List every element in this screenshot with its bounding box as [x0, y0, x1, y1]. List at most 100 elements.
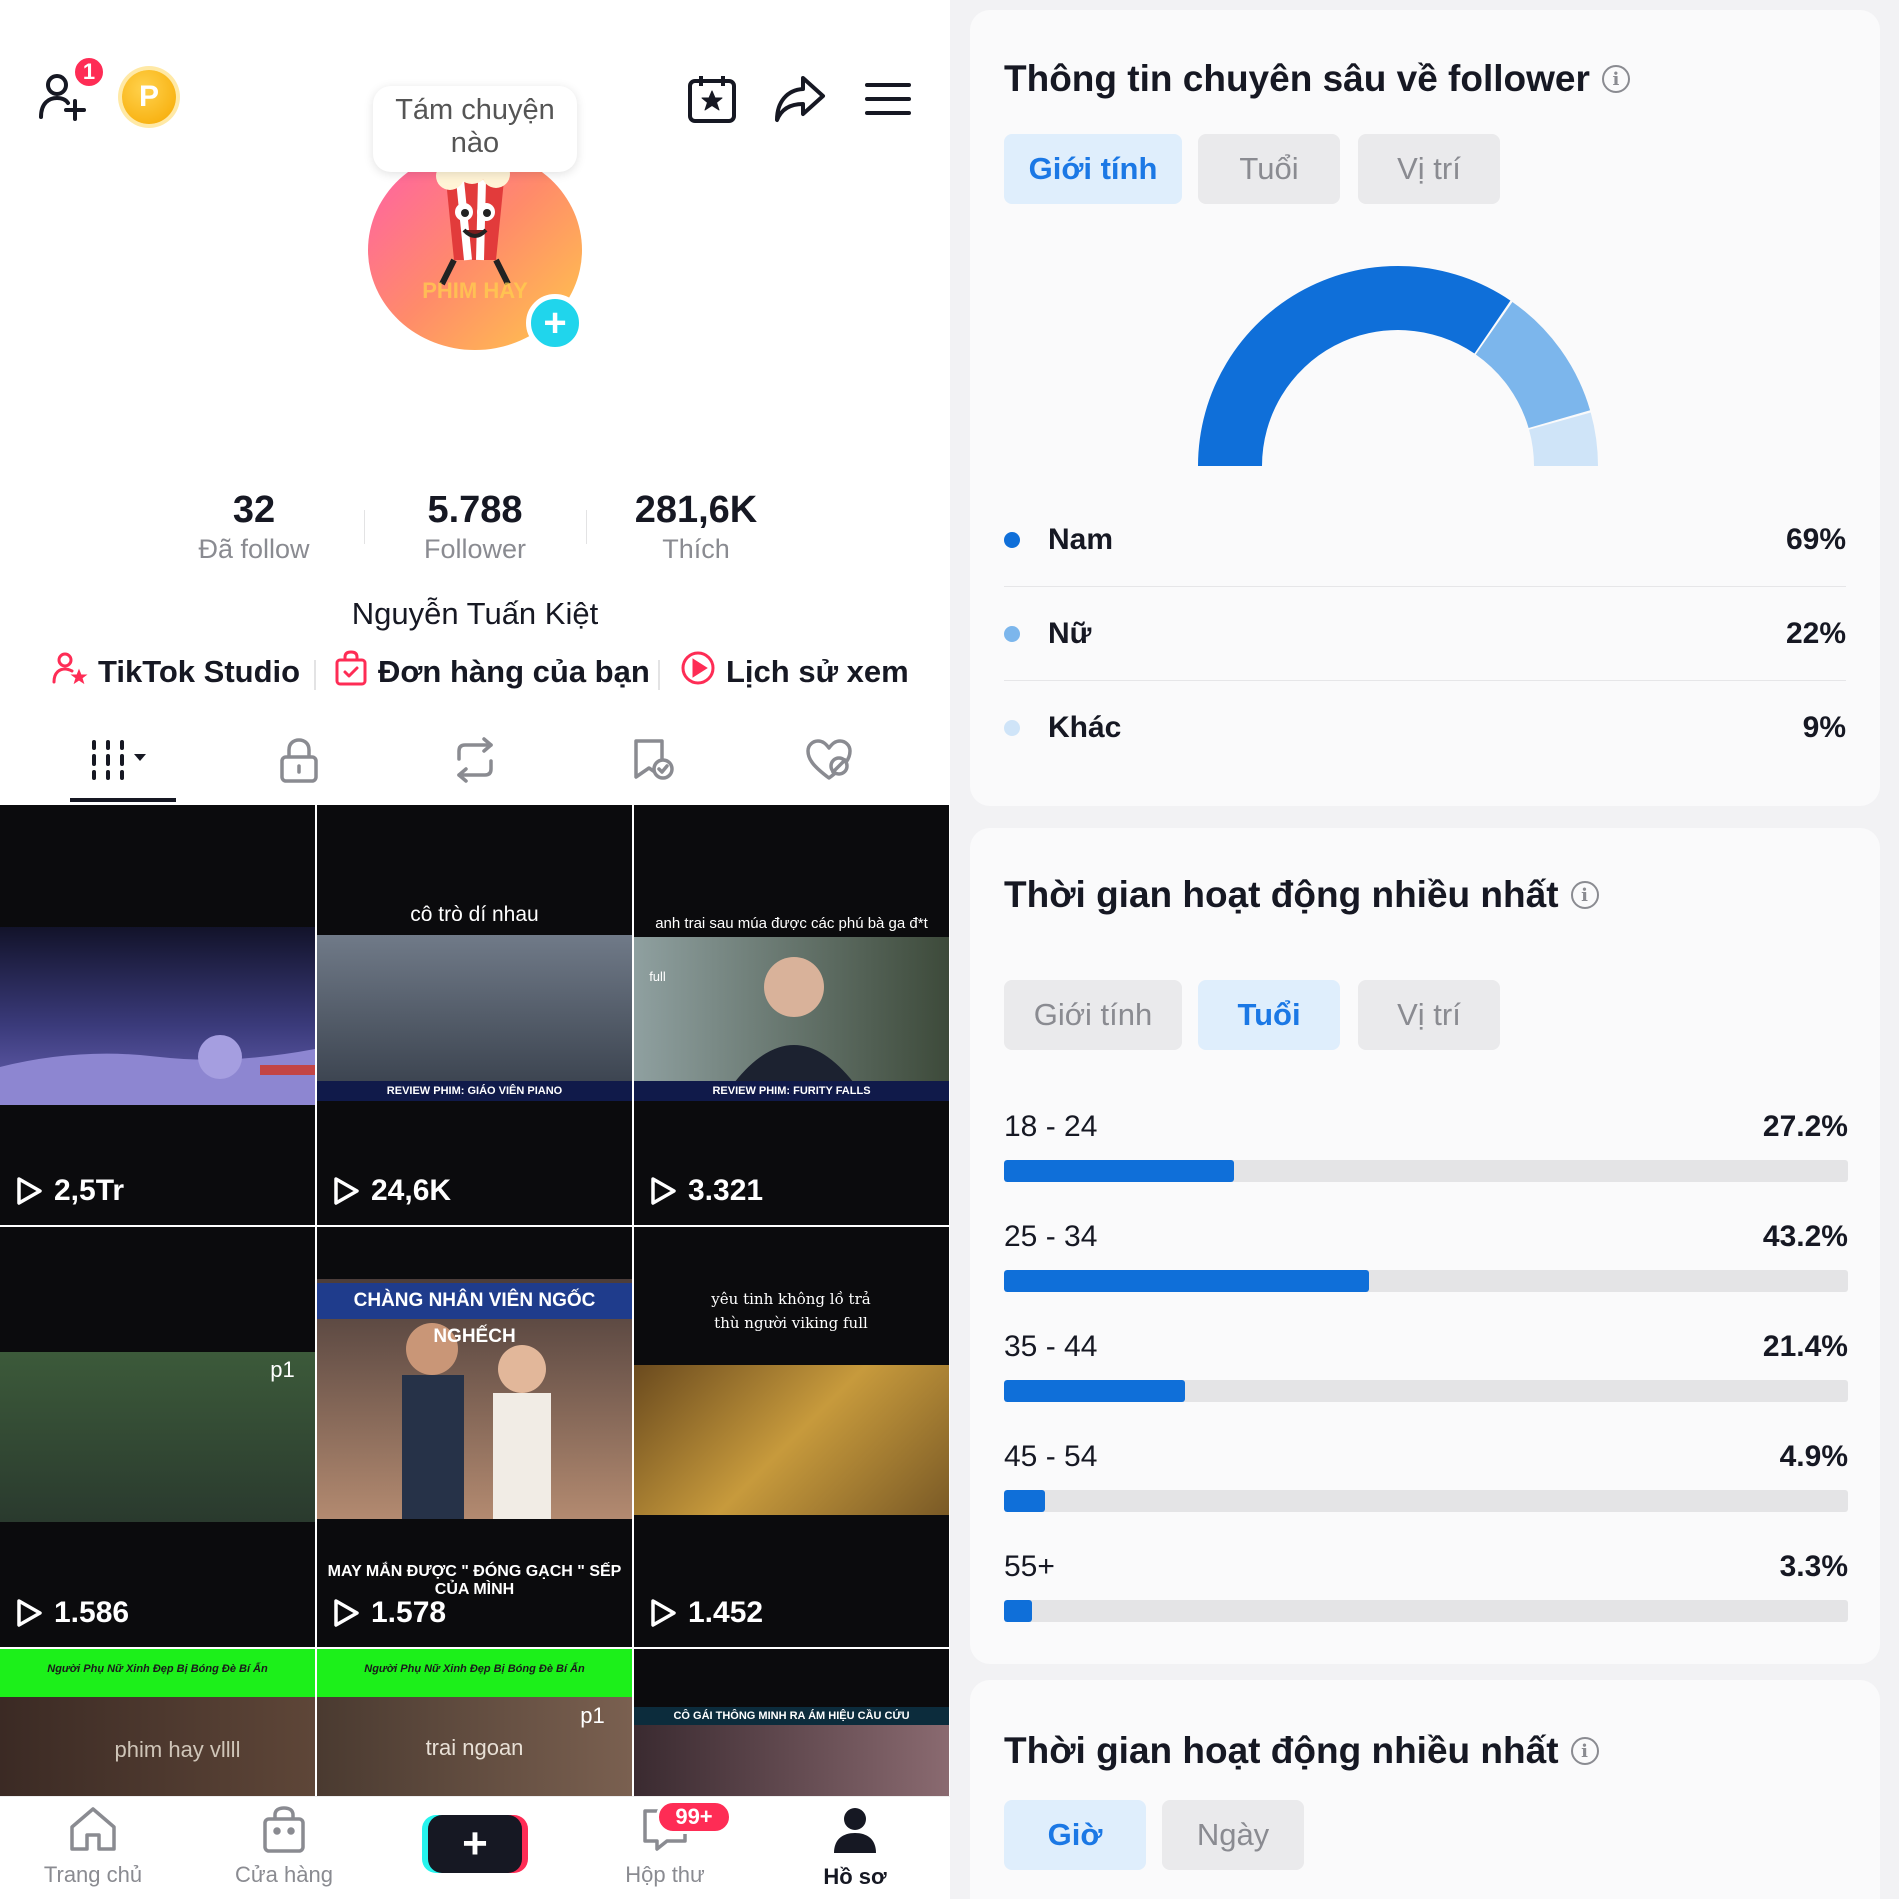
watch-history-link[interactable]: Lịch sử xem — [680, 650, 909, 694]
nav-shop[interactable]: Cửa hàng — [219, 1805, 349, 1888]
video-tile[interactable]: anh trai sau múa được các phú bà ga đ*t … — [634, 805, 949, 1225]
legend-value: 69% — [1785, 523, 1846, 556]
view-count: 24,6K — [331, 1173, 451, 1209]
profile-screen: 1 P PHIM HAY — [0, 55, 950, 1899]
bottom-navigation: Trang chủ Cửa hàng + Hộp thư Hồ sơ — [0, 1796, 950, 1899]
video-tag: p1 — [580, 1703, 605, 1728]
divider — [364, 510, 365, 544]
age-range: 45 - 54 — [1004, 1440, 1098, 1473]
tab-gender[interactable]: Giới tính — [1004, 134, 1182, 204]
legend-value: 22% — [1785, 617, 1846, 650]
tab-private[interactable] — [264, 732, 334, 792]
video-tile[interactable]: yêu tinh không lồ trả thù người viking f… — [634, 1227, 949, 1647]
card-title: Thời gian hoạt động nhiều nhất i — [1004, 1730, 1599, 1772]
tab-reposts[interactable] — [440, 732, 510, 792]
stat-likes[interactable]: 281,6K Thích — [596, 488, 796, 566]
tab-day[interactable]: Ngày — [1162, 1800, 1304, 1870]
video-tile[interactable]: Người Phụ Nữ Xinh Đẹp Bị Bóng Đè Bí Ẩn t… — [317, 1649, 632, 1796]
stat-value: 32 — [232, 489, 276, 531]
video-tag: full — [649, 969, 666, 984]
age-percent: 27.2% — [1762, 1110, 1848, 1143]
age-range: 25 - 34 — [1004, 1220, 1098, 1253]
nav-home[interactable]: Trang chủ — [28, 1805, 158, 1888]
grid-icon — [88, 738, 158, 787]
divider — [586, 510, 587, 544]
tab-saved[interactable] — [618, 732, 688, 792]
stat-label: Thích — [662, 534, 730, 564]
video-strip: REVIEW PHIM: FURITY FALLS — [634, 1081, 949, 1101]
tab-age[interactable]: Tuổi — [1198, 980, 1340, 1050]
tab-location[interactable]: Vị trí — [1358, 134, 1500, 204]
link-label: Đơn hàng của bạn — [378, 654, 650, 689]
stat-followers[interactable]: 5.788 Follower — [375, 488, 575, 566]
video-tile[interactable]: p1 1.586 — [0, 1227, 315, 1647]
stat-value: 281,6K — [634, 489, 758, 531]
view-count: 2,5Tr — [14, 1173, 124, 1209]
add-avatar-button[interactable]: + — [526, 294, 584, 352]
legend-row-male: Nam 69% — [1004, 510, 1846, 570]
info-icon[interactable]: i — [1570, 881, 1599, 909]
age-row: 55+ 3.3% — [1004, 1550, 1848, 1583]
legend-row-other: Khác 9% — [1004, 698, 1846, 758]
view-count: 1.452 — [648, 1595, 763, 1631]
age-percent: 3.3% — [1779, 1550, 1848, 1583]
info-icon[interactable]: i — [1601, 65, 1630, 93]
create-button[interactable]: + — [428, 1815, 522, 1873]
age-range: 35 - 44 — [1004, 1330, 1098, 1363]
menu-icon[interactable] — [858, 72, 918, 126]
video-tile[interactable]: cô trò dí nhau REVIEW PHIM: GIÁO VIÊN PI… — [317, 805, 632, 1225]
inbox-badge: 99+ — [656, 1800, 732, 1834]
age-row: 18 - 24 27.2% — [1004, 1110, 1848, 1143]
video-tile[interactable]: Người Phụ Nữ Xinh Đẹp Bị Bóng Đè Bí Ẩn p… — [0, 1649, 315, 1796]
video-strip: REVIEW PHIM: GIÁO VIÊN PIANO — [317, 1081, 632, 1101]
coin-icon[interactable]: P — [122, 70, 176, 124]
age-row: 45 - 54 4.9% — [1004, 1440, 1848, 1473]
age-percent: 21.4% — [1762, 1330, 1848, 1363]
age-percent: 43.2% — [1762, 1220, 1848, 1253]
video-tile[interactable]: CÔ GÁI THÔNG MINH RA ÁM HIỆU CẦU CỨU — [634, 1649, 949, 1796]
chat-bubble[interactable]: Tám chuyện nào — [373, 86, 577, 172]
video-thumbnail — [317, 1697, 632, 1796]
active-tab-indicator — [70, 798, 176, 802]
tab-location[interactable]: Vị trí — [1358, 980, 1500, 1050]
profile-username: Nguyễn Tuấn Kiệt — [351, 596, 599, 631]
tab-videos[interactable] — [88, 732, 158, 792]
view-count: 1.578 — [331, 1595, 446, 1631]
video-caption: cô trò dí nhau — [410, 903, 539, 926]
divider — [1004, 680, 1846, 681]
link-label: TikTok Studio — [98, 654, 301, 689]
video-caption: CÔ GÁI THÔNG MINH RA ÁM HIỆU CẦU CỨU — [634, 1707, 949, 1725]
video-thumbnail — [634, 1365, 949, 1515]
video-tile[interactable]: CHÀNG NHÂN VIÊN NGỐC NGHẾCH MAY MẮN ĐƯỢC… — [317, 1227, 632, 1647]
legend-label: Nam — [1048, 523, 1114, 556]
age-bar-fill — [1004, 1160, 1234, 1182]
nav-label: Cửa hàng — [235, 1862, 333, 1887]
view-count: 1.586 — [14, 1595, 129, 1631]
orders-link[interactable]: Đơn hàng của bạn — [334, 650, 650, 694]
tab-hour[interactable]: Giờ — [1004, 1800, 1146, 1870]
calendar-star-icon[interactable] — [682, 70, 742, 128]
info-icon[interactable]: i — [1570, 1737, 1599, 1765]
svg-text:PHIM HAY: PHIM HAY — [422, 278, 528, 303]
tab-liked[interactable] — [794, 732, 864, 792]
view-count: 3.321 — [648, 1173, 763, 1209]
person-star-icon — [52, 650, 98, 694]
active-times-hours-card: Thời gian hoạt động nhiều nhất i Giờ Ngà… — [970, 1680, 1880, 1899]
nav-label: Hồ sơ — [823, 1864, 887, 1889]
add-friend-icon[interactable] — [34, 66, 94, 126]
video-overlay-text: phim hay vllll — [114, 1737, 241, 1762]
tab-age[interactable]: Tuổi — [1198, 134, 1340, 204]
video-caption: Người Phụ Nữ Xinh Đẹp Bị Bóng Đè Bí Ẩn — [364, 1663, 585, 1675]
age-percent: 4.9% — [1779, 1440, 1848, 1473]
nav-label: Trang chủ — [43, 1862, 143, 1887]
repost-icon — [451, 736, 499, 788]
nav-profile[interactable]: Hồ sơ — [790, 1805, 920, 1890]
stat-following[interactable]: 32 Đã follow — [154, 488, 354, 566]
tiktok-studio-link[interactable]: TikTok Studio — [52, 650, 300, 694]
tab-gender[interactable]: Giới tính — [1004, 980, 1182, 1050]
video-tile[interactable]: 2,5Tr — [0, 805, 315, 1225]
age-bar-track — [1004, 1160, 1848, 1182]
age-bar-fill — [1004, 1600, 1032, 1622]
share-icon[interactable] — [770, 70, 830, 128]
liked-icon — [805, 738, 853, 787]
